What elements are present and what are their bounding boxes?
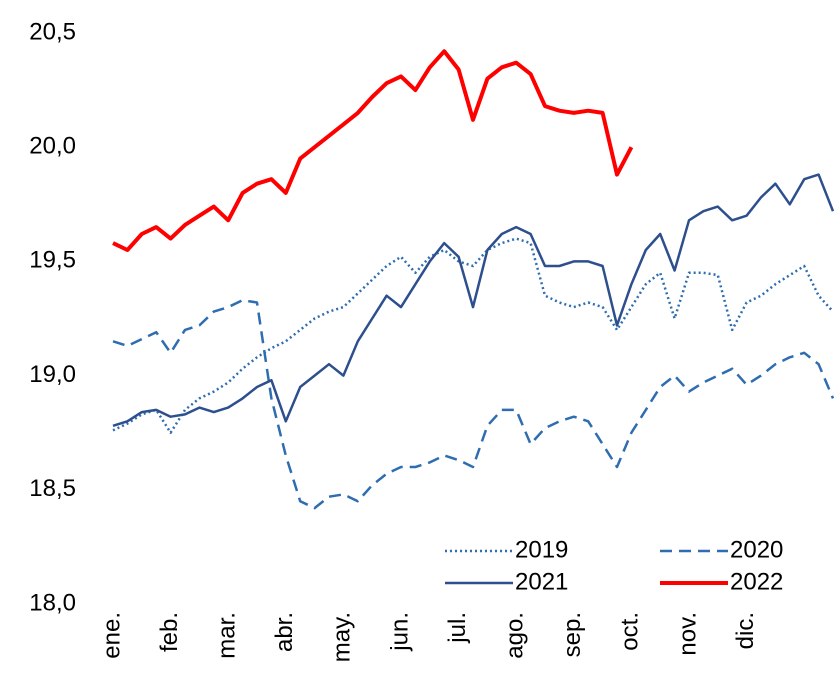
x-tick-label: mar.: [214, 612, 241, 659]
x-tick-label: ago.: [502, 612, 529, 659]
x-tick-label: sep.: [559, 612, 586, 657]
y-tick-label: 20,5: [29, 18, 76, 45]
legend-label: 2022: [730, 568, 783, 595]
legend-label: 2021: [515, 568, 568, 595]
series-line: [112, 298, 835, 510]
series-line: [112, 173, 835, 427]
x-tick-label: feb.: [156, 612, 183, 652]
x-tick-label: oct.: [617, 612, 644, 651]
x-tick-label: dic.: [732, 612, 759, 649]
y-tick-label: 19,0: [29, 361, 76, 388]
x-tick-label: may.: [329, 612, 356, 662]
x-tick-label: nov.: [674, 612, 701, 656]
y-tick-label: 18,0: [29, 589, 76, 616]
y-tick-label: 19,5: [29, 247, 76, 274]
legend-label: 2020: [730, 536, 783, 563]
x-tick-label: jun.: [386, 612, 413, 652]
series-line: [112, 237, 834, 434]
legend-label: 2019: [515, 536, 568, 563]
x-tick-label: abr.: [271, 612, 298, 652]
x-tick-label: ene.: [98, 612, 125, 659]
y-tick-label: 18,5: [29, 475, 76, 502]
series-line: [112, 49, 634, 252]
y-tick-label: 20,0: [29, 133, 76, 160]
x-tick-label: jul.: [444, 612, 471, 644]
